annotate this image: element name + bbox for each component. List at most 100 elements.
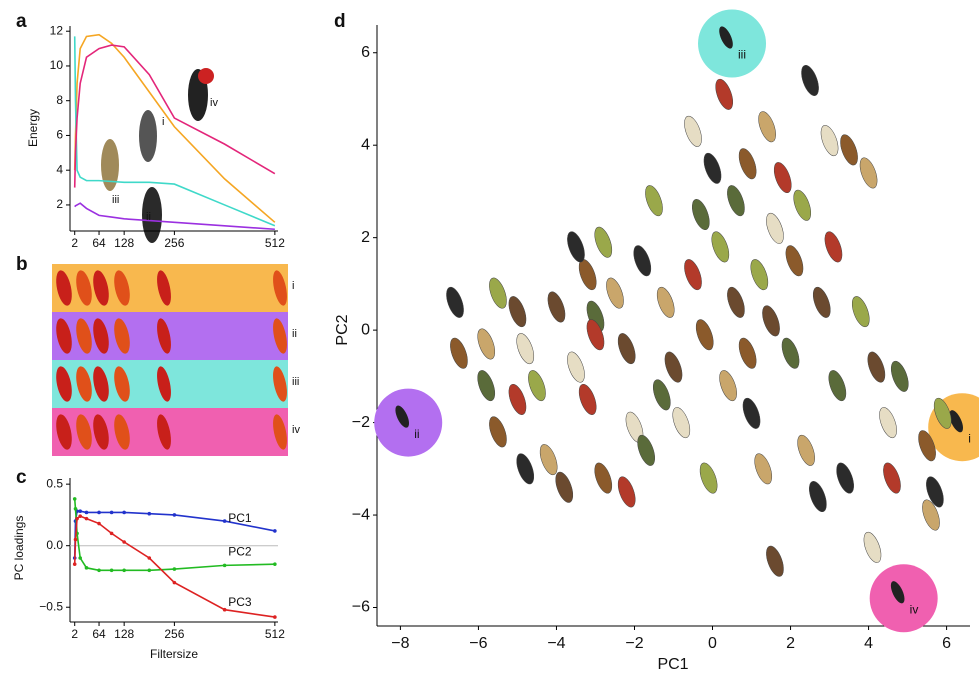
bird [692, 199, 710, 231]
bird [867, 351, 886, 383]
point [147, 568, 152, 573]
x-tick-label: −6 [469, 635, 487, 652]
bird [395, 405, 410, 428]
y-tick-label: 4 [361, 136, 370, 153]
y-tick-label: 4 [56, 162, 63, 176]
x-tick-label: 2 [71, 627, 78, 641]
bird [664, 351, 683, 383]
y-tick-label: 0.5 [46, 476, 63, 490]
bird [809, 481, 827, 513]
series-line [73, 33, 276, 223]
bird [516, 333, 535, 365]
strip-label: i [292, 280, 294, 292]
y-tick-label: −6 [352, 599, 370, 616]
bird [633, 245, 652, 277]
point [273, 562, 277, 566]
bird [594, 462, 613, 494]
filter-thumbnail [76, 366, 92, 402]
y-axis-label: Energy [26, 109, 40, 147]
bird [890, 360, 909, 392]
point [84, 516, 89, 521]
y-tick-label: 2 [56, 197, 63, 211]
filter-thumbnail [76, 318, 92, 354]
bird [922, 499, 940, 531]
bird [652, 379, 671, 411]
y-axis-label: PC2 [334, 314, 351, 345]
y-tick-label: 6 [56, 128, 63, 142]
x-tick-label: 128 [114, 627, 134, 641]
filter-thumbnail [114, 270, 130, 306]
point [147, 556, 152, 560]
bird [820, 125, 839, 157]
bird [489, 277, 507, 309]
point [172, 567, 177, 571]
filter-thumbnail [273, 366, 287, 402]
bird [801, 65, 819, 96]
panel-label: a [16, 11, 27, 32]
bird [851, 296, 870, 328]
point [172, 580, 177, 585]
bird [797, 434, 815, 466]
bird [567, 231, 585, 263]
bird [594, 226, 613, 258]
bird [508, 383, 527, 415]
bird [567, 351, 585, 383]
bird [762, 305, 780, 337]
bird-drawing [142, 187, 162, 243]
bird [672, 407, 691, 439]
point [172, 513, 177, 517]
filter-thumbnail [76, 270, 92, 306]
bird [840, 134, 858, 166]
bird [758, 111, 776, 143]
bird [883, 462, 901, 494]
series-line [73, 498, 275, 572]
annotation: iii [112, 194, 119, 206]
filter-thumbnail [114, 414, 130, 450]
bird [711, 231, 730, 263]
filter-thumbnail [56, 414, 72, 450]
point [97, 568, 101, 573]
filter-thumbnail [114, 366, 130, 402]
point [222, 563, 227, 568]
bird [617, 476, 636, 508]
point [78, 514, 83, 518]
y-tick-label: 2 [361, 229, 370, 246]
highlight-label: iv [910, 602, 919, 616]
bird [918, 430, 936, 462]
x-tick-label: 6 [942, 635, 951, 652]
point [72, 497, 77, 501]
filter-thumbnail [56, 270, 72, 306]
point [122, 540, 126, 544]
strip-label: ii [292, 328, 297, 340]
bird [926, 476, 944, 508]
panel-1: c −0.5 0.0 0.5 2 64 128 256 512 PC loadings Filter… [12, 467, 285, 661]
bird [859, 157, 878, 189]
bird [446, 286, 464, 318]
x-tick-label: 64 [92, 236, 106, 250]
bird [508, 296, 527, 328]
y-tick-label: −4 [352, 506, 370, 523]
bird [812, 286, 831, 318]
bird [738, 337, 757, 369]
point [73, 506, 78, 511]
x-tick-label: −4 [547, 635, 565, 652]
y-tick-label: 0 [361, 321, 370, 338]
bird [699, 462, 718, 494]
bird [781, 337, 800, 369]
bird [727, 286, 745, 318]
bird [703, 152, 722, 184]
series-line [73, 36, 276, 227]
bird [766, 545, 784, 577]
bird [528, 370, 546, 402]
filter-thumbnail [157, 318, 171, 354]
y-tick-label: 12 [50, 23, 64, 37]
bird [516, 453, 535, 485]
bird [828, 370, 847, 402]
bird-drawing [139, 110, 157, 162]
bird [719, 26, 733, 49]
x-tick-label: 2 [71, 236, 78, 250]
x-tick-label: 0 [708, 635, 717, 652]
bird [606, 277, 624, 309]
point [147, 511, 152, 516]
